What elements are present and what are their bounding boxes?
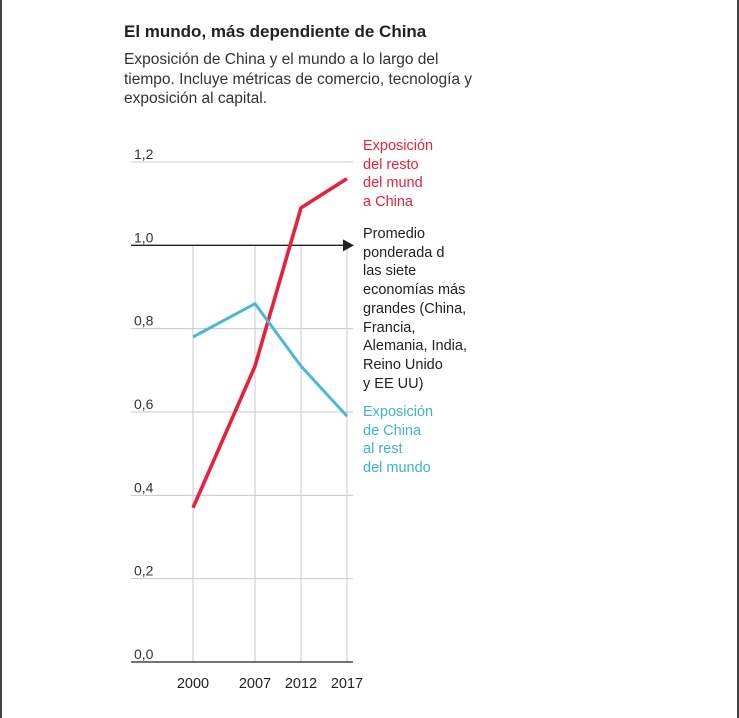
x-tick-label: 2007	[239, 676, 271, 692]
series-label-line: de China	[363, 422, 422, 439]
chart-title: El mundo, más dependiente de China	[124, 22, 427, 41]
series-label-exposure-china-to-world: Exposición de China al rest del mundo	[363, 403, 433, 478]
reference-label-line: y EE UU)	[363, 375, 424, 392]
series-label-exposure-world-to-china: Exposición del resto del mund a China	[363, 137, 433, 212]
reference-arrow-icon	[343, 239, 354, 252]
series-line-world-to-china	[191, 177, 348, 509]
reference-label-line: las siete	[363, 263, 417, 280]
series-label-line: Exposición	[363, 404, 434, 420]
chart-subtitle: Exposición de China y el mundo a lo larg…	[124, 51, 473, 107]
series-label-line: a China	[363, 194, 413, 211]
series-label-line: al rest	[363, 441, 403, 458]
reference-label-line: Reino Unido	[363, 356, 443, 373]
reference-label-line: grandes (China,	[363, 300, 467, 317]
series-label-line: del resto	[363, 156, 419, 173]
y-tick-label: 1,2	[134, 146, 154, 162]
x-tick-label: 2012	[285, 676, 317, 692]
series-line-china-to-world	[192, 302, 349, 418]
reference-line-label: Promedio ponderada d las siete economías…	[363, 225, 481, 393]
series-label-line: Exposición	[363, 138, 434, 154]
y-tick-label: 0,6	[134, 396, 154, 412]
reference-label-line: Francia,	[363, 319, 416, 336]
reference-label-line: Alemania, India,	[363, 338, 467, 355]
reference-label-line: economías más	[363, 282, 466, 299]
reference-label-line: ponderada d	[363, 244, 445, 261]
y-tick-label: 1,0	[134, 229, 154, 245]
x-tick-label: 2000	[177, 676, 209, 692]
y-tick-label: 0,8	[134, 313, 154, 329]
y-tick-label: 0,0	[134, 646, 154, 662]
frame-left-border	[0, 0, 2, 718]
series-label-line: del mundo	[363, 460, 431, 477]
y-tick-label: 0,4	[134, 479, 154, 495]
frame-right-border	[737, 0, 739, 718]
series-label-line: del mund	[363, 175, 423, 192]
reference-label-line: Promedio	[363, 226, 426, 242]
y-tick-label: 0,2	[134, 563, 154, 579]
x-tick-label: 2017	[331, 676, 363, 692]
